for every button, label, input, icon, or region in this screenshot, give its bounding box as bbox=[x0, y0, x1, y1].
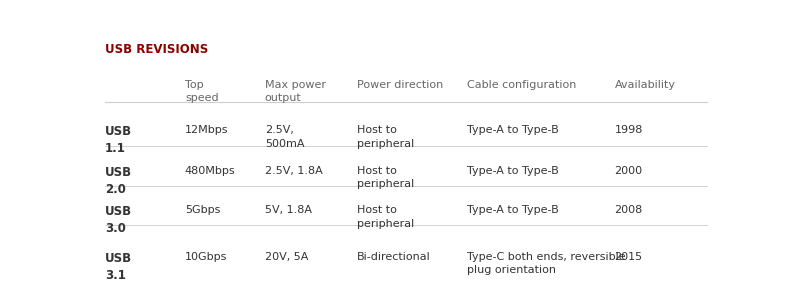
Text: USB
3.1: USB 3.1 bbox=[105, 252, 132, 282]
Text: USB
1.1: USB 1.1 bbox=[105, 125, 132, 155]
Text: Host to
peripheral: Host to peripheral bbox=[356, 166, 414, 189]
Text: 5V, 1.8A: 5V, 1.8A bbox=[265, 205, 312, 215]
Text: Host to
peripheral: Host to peripheral bbox=[356, 205, 414, 228]
Text: Type-A to Type-B: Type-A to Type-B bbox=[467, 125, 559, 135]
Text: Cable configuration: Cable configuration bbox=[467, 80, 577, 90]
Text: 12Mbps: 12Mbps bbox=[185, 125, 228, 135]
Text: Max power
output: Max power output bbox=[265, 80, 326, 103]
Text: 2008: 2008 bbox=[615, 205, 643, 215]
Text: 5Gbps: 5Gbps bbox=[185, 205, 220, 215]
Text: Type-C both ends, reversible
plug orientation: Type-C both ends, reversible plug orient… bbox=[467, 252, 626, 275]
Text: 1998: 1998 bbox=[615, 125, 643, 135]
Text: 480Mbps: 480Mbps bbox=[185, 166, 235, 176]
Text: Host to
peripheral: Host to peripheral bbox=[356, 125, 414, 149]
Text: USB
2.0: USB 2.0 bbox=[105, 166, 132, 196]
Text: Bi-directional: Bi-directional bbox=[356, 252, 431, 262]
Text: Top
speed: Top speed bbox=[185, 80, 219, 103]
Text: USB REVISIONS: USB REVISIONS bbox=[105, 43, 208, 56]
Text: 2.5V, 1.8A: 2.5V, 1.8A bbox=[265, 166, 322, 176]
Text: Type-A to Type-B: Type-A to Type-B bbox=[467, 205, 559, 215]
Text: Type-A to Type-B: Type-A to Type-B bbox=[467, 166, 559, 176]
Text: 2015: 2015 bbox=[615, 252, 643, 262]
Text: 20V, 5A: 20V, 5A bbox=[265, 252, 308, 262]
Text: 10Gbps: 10Gbps bbox=[185, 252, 227, 262]
Text: Availability: Availability bbox=[615, 80, 676, 90]
Text: Power direction: Power direction bbox=[356, 80, 443, 90]
Text: 2.5V,
500mA: 2.5V, 500mA bbox=[265, 125, 304, 149]
Text: USB
3.0: USB 3.0 bbox=[105, 205, 132, 235]
Text: 2000: 2000 bbox=[615, 166, 643, 176]
